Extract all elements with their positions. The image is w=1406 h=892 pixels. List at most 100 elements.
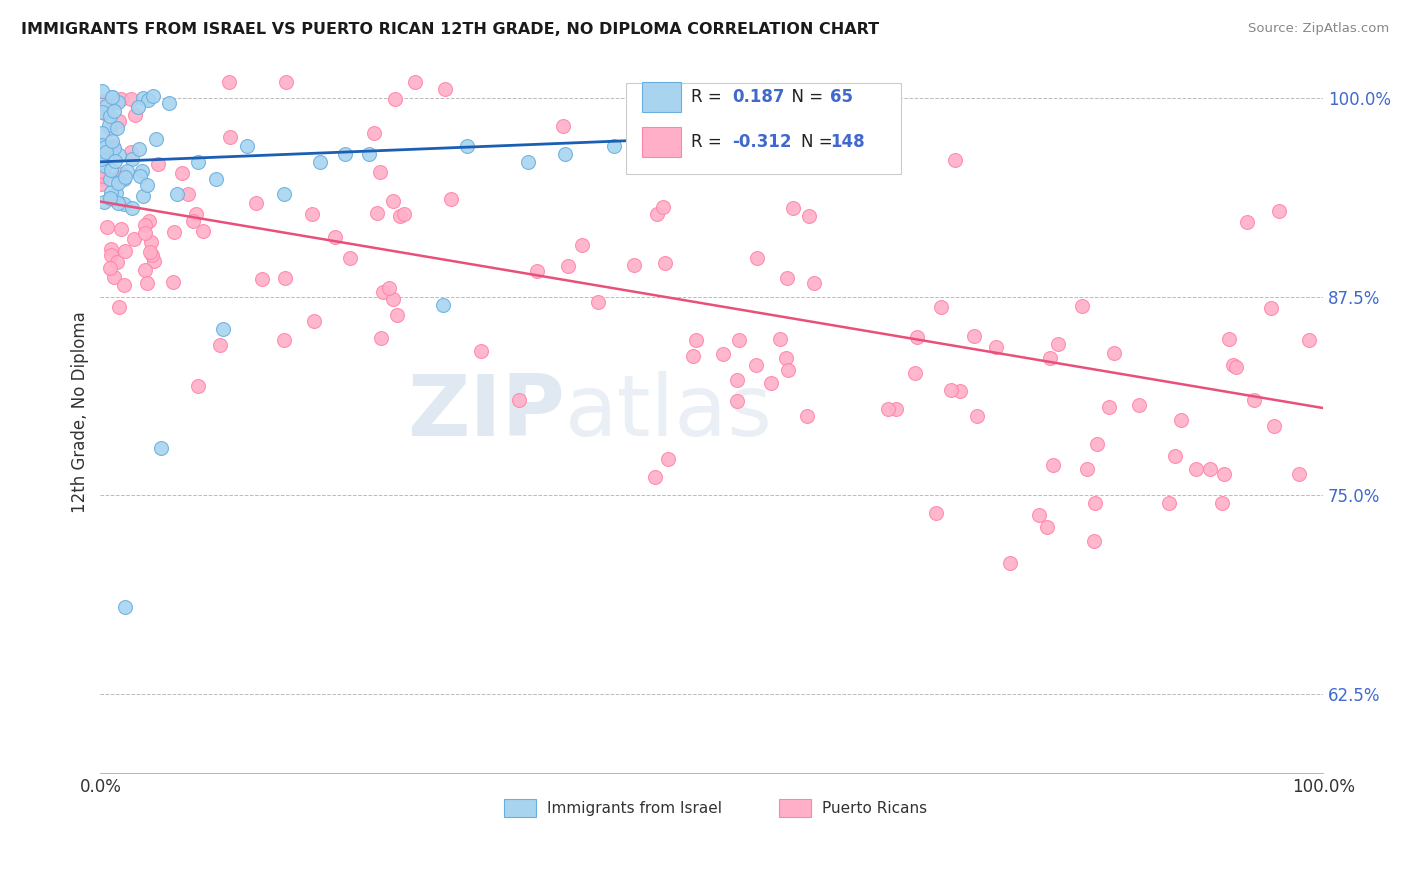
- Point: [112, 172, 135, 186]
- Point: [727, 333, 749, 347]
- Point: [725, 373, 748, 387]
- Point: [274, 271, 297, 285]
- Point: [136, 178, 159, 193]
- Point: [114, 599, 136, 614]
- Point: [250, 271, 273, 285]
- Point: [508, 392, 530, 407]
- Text: atlas: atlas: [565, 370, 773, 453]
- Point: [470, 344, 492, 359]
- Point: [381, 293, 404, 307]
- Point: [1236, 215, 1258, 229]
- Point: [1036, 520, 1059, 534]
- Point: [553, 120, 575, 134]
- Point: [1263, 419, 1285, 434]
- Point: [1164, 449, 1187, 463]
- Point: [1083, 533, 1105, 548]
- Point: [162, 276, 184, 290]
- Point: [134, 218, 156, 232]
- Bar: [503, 798, 536, 817]
- Point: [782, 201, 804, 215]
- Point: [136, 93, 159, 107]
- Text: Source: ZipAtlas.com: Source: ZipAtlas.com: [1249, 22, 1389, 36]
- Point: [120, 145, 142, 159]
- Point: [91, 137, 114, 152]
- Point: [219, 130, 242, 145]
- Point: [387, 308, 409, 322]
- Text: 0.187: 0.187: [733, 88, 785, 106]
- Point: [302, 314, 325, 328]
- Point: [273, 333, 295, 347]
- Point: [384, 92, 406, 106]
- Point: [107, 176, 129, 190]
- Text: Puerto Ricans: Puerto Ricans: [821, 800, 927, 815]
- Text: IMMIGRANTS FROM ISRAEL VS PUERTO RICAN 12TH GRADE, NO DIPLOMA CORRELATION CHART: IMMIGRANTS FROM ISRAEL VS PUERTO RICAN 1…: [21, 22, 879, 37]
- Point: [184, 207, 207, 221]
- Point: [101, 139, 124, 153]
- Point: [440, 192, 463, 206]
- Text: ZIP: ZIP: [408, 370, 565, 453]
- Point: [333, 147, 356, 161]
- Point: [623, 258, 645, 272]
- Point: [121, 152, 143, 166]
- Point: [100, 248, 122, 262]
- Point: [366, 206, 388, 220]
- Point: [187, 379, 209, 393]
- Point: [103, 141, 125, 155]
- Text: R =: R =: [690, 88, 733, 106]
- Point: [368, 165, 391, 179]
- Point: [389, 209, 412, 223]
- Point: [183, 214, 205, 228]
- Text: Immigrants from Israel: Immigrants from Israel: [547, 800, 721, 815]
- Point: [803, 277, 825, 291]
- Point: [1102, 346, 1125, 360]
- Point: [91, 164, 114, 178]
- Bar: [779, 798, 811, 817]
- Text: R =: R =: [690, 133, 727, 151]
- Point: [211, 321, 233, 335]
- Point: [163, 226, 186, 240]
- Point: [371, 285, 394, 300]
- Point: [939, 384, 962, 398]
- Point: [998, 557, 1021, 571]
- Point: [122, 232, 145, 246]
- Point: [108, 300, 131, 314]
- Point: [1098, 400, 1121, 414]
- Point: [114, 196, 136, 211]
- Point: [876, 401, 898, 416]
- Point: [134, 263, 156, 277]
- Point: [103, 104, 125, 119]
- Point: [359, 147, 381, 161]
- Point: [98, 122, 121, 136]
- Point: [107, 148, 129, 162]
- Point: [747, 251, 769, 265]
- Point: [96, 219, 118, 234]
- Point: [166, 187, 188, 202]
- Point: [100, 171, 122, 186]
- Point: [114, 169, 136, 184]
- Point: [110, 222, 132, 236]
- Point: [187, 154, 209, 169]
- Point: [111, 167, 134, 181]
- Point: [682, 349, 704, 363]
- Point: [139, 235, 162, 249]
- Bar: [643, 127, 681, 157]
- Point: [120, 92, 142, 106]
- Point: [177, 186, 200, 201]
- Point: [725, 154, 748, 169]
- Point: [129, 169, 152, 183]
- Point: [97, 118, 120, 132]
- Point: [931, 300, 953, 314]
- Point: [100, 163, 122, 178]
- Point: [100, 134, 122, 148]
- Point: [91, 84, 114, 98]
- Point: [394, 207, 416, 221]
- Point: [588, 295, 610, 310]
- Point: [1170, 412, 1192, 426]
- Point: [761, 376, 783, 391]
- Point: [685, 333, 707, 347]
- Text: -0.312: -0.312: [733, 133, 792, 151]
- Point: [101, 89, 124, 103]
- Point: [107, 114, 129, 128]
- Point: [1071, 299, 1094, 313]
- Point: [127, 100, 149, 114]
